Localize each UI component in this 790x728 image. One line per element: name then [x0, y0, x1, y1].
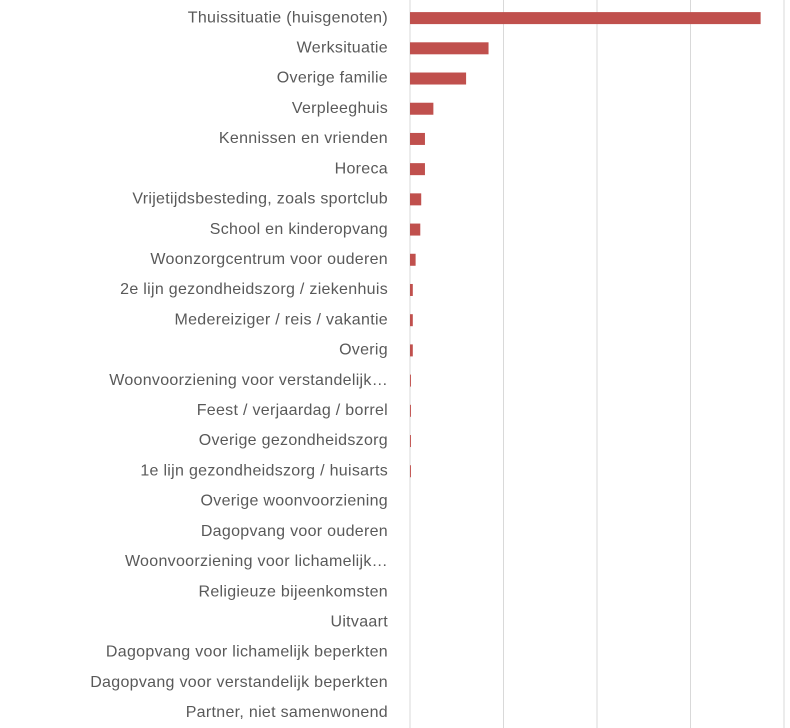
bar — [410, 102, 434, 115]
bar — [410, 314, 413, 327]
y-tick-label: Kennissen en vrienden — [219, 130, 388, 147]
bar — [410, 435, 411, 448]
bar — [410, 404, 411, 417]
y-tick-label: Dagopvang voor verstandelijk beperkten — [90, 674, 388, 691]
y-tick-label: Overige gezondheidszorg — [199, 432, 388, 449]
bar — [410, 193, 422, 206]
bar — [410, 283, 413, 296]
y-tick-label: Medereiziger / reis / vakantie — [174, 311, 388, 328]
bar — [410, 12, 761, 25]
y-tick-label: Woonvoorziening voor verstandelijk… — [109, 372, 388, 389]
y-tick-label: Partner, niet samenwonend — [186, 704, 388, 721]
y-tick-label: Dagopvang voor lichamelijk beperkten — [106, 644, 388, 661]
y-tick-label: Overige woonvoorziening — [201, 493, 388, 510]
y-tick-label: Werksituatie — [297, 40, 388, 57]
bar — [410, 465, 411, 478]
y-tick-label: Overige familie — [277, 70, 388, 87]
y-tick-label: School en kinderopvang — [210, 221, 388, 238]
y-tick-label: Woonvoorziening voor lichamelijk… — [125, 553, 388, 570]
bar — [410, 42, 489, 55]
bar — [410, 223, 421, 236]
bar — [410, 72, 467, 85]
bar — [410, 163, 425, 176]
y-tick-label: Vrijetijdsbesteding, zoals sportclub — [132, 191, 388, 208]
bar — [410, 374, 411, 387]
y-tick-label: 1e lijn gezondheidszorg / huisarts — [140, 462, 388, 479]
bar — [410, 253, 416, 266]
y-tick-label: Dagopvang voor ouderen — [201, 523, 388, 540]
y-tick-label: Overig — [339, 342, 388, 359]
bar — [410, 132, 425, 145]
y-tick-label: Religieuze bijeenkomsten — [198, 583, 388, 600]
y-tick-label: Thuissituatie (huisgenoten) — [188, 9, 388, 26]
y-tick-label: Uitvaart — [330, 613, 388, 630]
bar — [410, 344, 413, 357]
y-tick-label: 2e lijn gezondheidszorg / ziekenhuis — [120, 281, 388, 298]
y-tick-label: Feest / verjaardag / borrel — [197, 402, 388, 419]
y-tick-label: Woonzorgcentrum voor ouderen — [150, 251, 388, 268]
y-tick-label: Horeca — [335, 160, 388, 177]
y-tick-label: Verpleeghuis — [292, 100, 388, 117]
